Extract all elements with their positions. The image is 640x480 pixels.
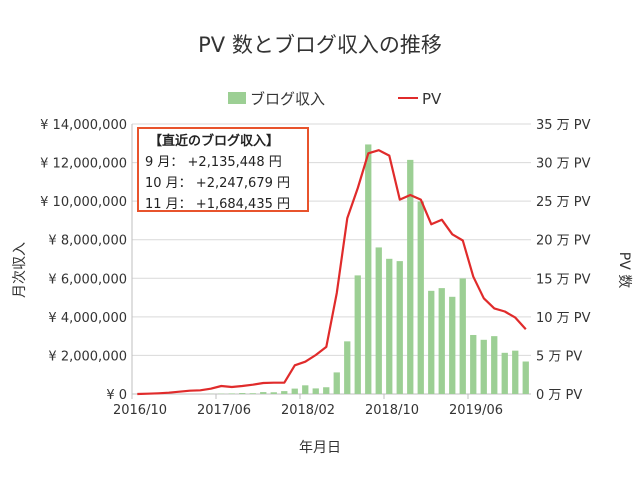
pv-line <box>137 149 527 396</box>
y2-axis-title: PV 数 <box>616 252 632 288</box>
bar-2017/10 <box>260 392 267 394</box>
recent-income-box: 【直近のブログ収入】 9 月： +2,135,448 円 10 月： +2,24… <box>137 127 309 212</box>
bar-2018/05 <box>333 372 340 394</box>
x-tick-label: 2018/02 <box>281 403 335 418</box>
y2-tick-label: 25 万 PV <box>536 195 591 210</box>
bar-2019/04 <box>449 296 456 394</box>
bar-2019/08 <box>491 336 498 394</box>
chart-title: PV 数とブログ収入の推移 <box>198 33 442 57</box>
bar-2019/09 <box>501 352 508 394</box>
recent-income-line: 11 月： +1,684,435 円 <box>145 197 290 212</box>
y2-tick-label: 20 万 PV <box>536 234 591 249</box>
bar-2019/01 <box>417 201 424 394</box>
bar-2018/09 <box>375 247 382 394</box>
y2-tick-label: 0 万 PV <box>536 388 582 403</box>
y-tick-label: ¥ 2,000,000 <box>48 349 127 364</box>
recent-income-line: 10 月： +2,247,679 円 <box>145 176 290 191</box>
bar-2019/11 <box>522 361 529 394</box>
y-tick-label: ¥ 6,000,000 <box>48 272 127 287</box>
bar-2018/11 <box>396 261 403 394</box>
bar-2019/07 <box>480 339 487 394</box>
bar-2018/12 <box>407 159 414 394</box>
bar-2019/10 <box>512 350 519 394</box>
y2-tick-label: 5 万 PV <box>536 349 582 364</box>
bar-2019/02 <box>428 290 435 394</box>
bar-2018/02 <box>302 385 309 394</box>
bar-2017/07 <box>228 393 235 394</box>
y-tick-label: ¥ 12,000,000 <box>40 157 127 172</box>
x-tick-label: 2016/10 <box>113 403 167 418</box>
y2-tick-label: 10 万 PV <box>536 311 591 326</box>
y-tick-label: ¥ 14,000,000 <box>40 118 127 133</box>
x-axis-title: 年月日 <box>299 440 341 456</box>
bar-2018/10 <box>386 258 393 394</box>
x-tick-label: 2019/06 <box>449 403 503 418</box>
x-tick-label: 2018/10 <box>365 403 419 418</box>
bar-2019/03 <box>438 288 445 394</box>
bar-2018/01 <box>291 388 298 394</box>
x-tick-label: 2017/06 <box>197 403 251 418</box>
bar-2017/11 <box>270 392 277 394</box>
y-tick-label: ¥ 4,000,000 <box>48 311 127 326</box>
legend-bar-swatch <box>228 92 246 104</box>
y-axis-title: 月次収入 <box>12 242 28 298</box>
bar-2017/09 <box>249 393 256 394</box>
y-tick-label: ¥ 10,000,000 <box>40 195 127 210</box>
bar-2019/05 <box>459 278 466 394</box>
recent-income-heading: 【直近のブログ収入】 <box>149 134 280 149</box>
bar-2017/12 <box>281 391 288 394</box>
y2-tick-label: 15 万 PV <box>536 272 591 287</box>
y-tick-label: ¥ 8,000,000 <box>48 234 127 249</box>
bar-2019/06 <box>470 334 477 394</box>
y2-tick-label: 35 万 PV <box>536 118 591 133</box>
y-tick-label: ¥ 0 <box>106 388 127 403</box>
recent-income-line: 9 月： +2,135,448 円 <box>145 155 282 170</box>
bar-2018/07 <box>354 275 361 394</box>
y2-tick-label: 30 万 PV <box>536 157 591 172</box>
bar-2018/06 <box>344 341 351 394</box>
bar-2018/08 <box>365 144 372 394</box>
legend-bar-label: ブログ収入 <box>250 90 325 108</box>
bar-2018/04 <box>323 387 330 394</box>
bar-2018/03 <box>312 388 319 394</box>
legend-line-label: PV <box>422 90 442 108</box>
bar-2017/08 <box>239 393 246 394</box>
